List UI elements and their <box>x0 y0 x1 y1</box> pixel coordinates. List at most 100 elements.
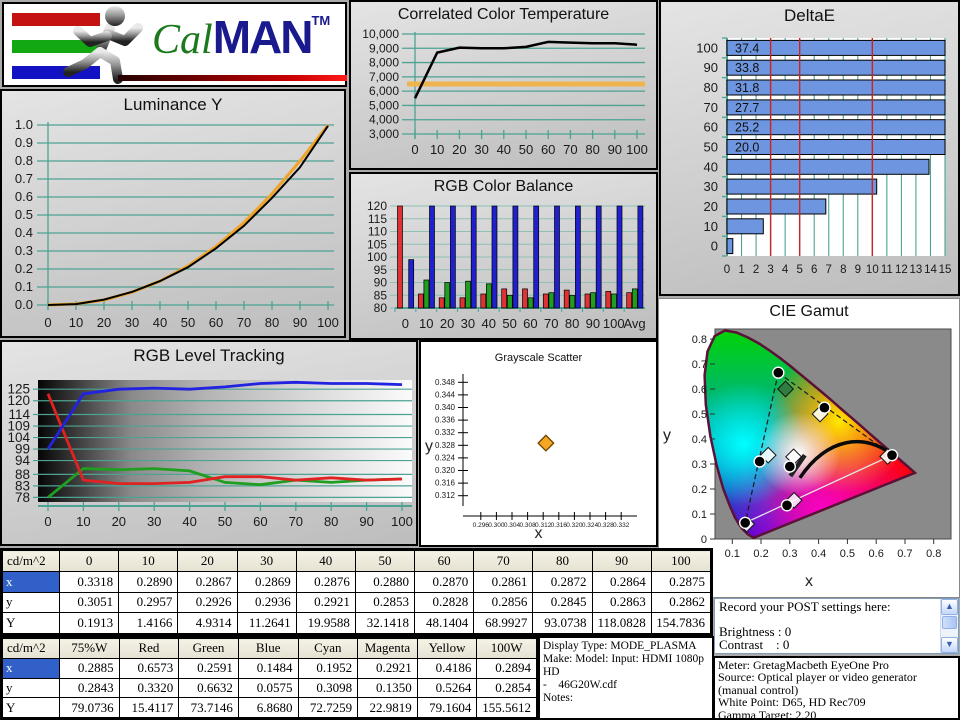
svg-text:80: 80 <box>585 142 599 157</box>
svg-text:90: 90 <box>586 316 600 331</box>
color-measurement-table: cd/m^2 75%W Red Green Blue Cyan Magenta Yellow 1… <box>0 636 539 720</box>
white-measured-point <box>783 460 797 473</box>
table-cell: 6.8680 <box>237 697 299 718</box>
svg-text:20: 20 <box>112 514 126 529</box>
svg-text:10: 10 <box>69 315 83 330</box>
row-label-y[interactable]: y <box>2 677 60 699</box>
table-header-cell: 40 <box>295 550 356 572</box>
table-header-cell: Yellow <box>416 638 478 659</box>
table-cell: 0.2894 <box>476 657 537 679</box>
svg-text:80: 80 <box>374 301 388 315</box>
svg-text:0.7: 0.7 <box>692 359 707 371</box>
post-settings-textarea[interactable]: Record your POST settings here: Brightne… <box>715 599 940 653</box>
grayscale-scatter-panel: Grayscale Scatter 0.312 0.316 0.320 0.324 0.… <box>419 340 658 547</box>
svg-text:125: 125 <box>7 382 30 397</box>
svg-text:0.7: 0.7 <box>897 548 912 560</box>
svg-text:0.336: 0.336 <box>435 416 456 425</box>
svg-text:0.1: 0.1 <box>15 279 33 294</box>
table-row: Y 0.1913 1.4166 4.9314 11.2641 19.9588 32.1418… <box>2 612 712 634</box>
table-cell: 79.1604 <box>416 697 478 718</box>
table-cell: 0.3318 <box>58 570 120 593</box>
svg-text:70: 70 <box>544 316 558 331</box>
row-label-x[interactable]: x <box>2 570 60 593</box>
svg-text:0.3: 0.3 <box>692 459 707 471</box>
svg-text:7: 7 <box>826 264 832 276</box>
table-cell: 79.0736 <box>59 697 120 718</box>
svg-text:100: 100 <box>603 316 625 331</box>
svg-text:120: 120 <box>367 200 387 213</box>
post-settings-box: Record your POST settings here: Brightne… <box>714 598 959 654</box>
table-cell: 0.2880 <box>354 570 416 593</box>
svg-text:94: 94 <box>15 453 31 468</box>
svg-text:90: 90 <box>359 514 373 529</box>
svg-text:40: 40 <box>482 316 496 331</box>
table-header-cell: Red <box>118 638 180 659</box>
svg-text:0: 0 <box>701 534 707 546</box>
svg-text:30: 30 <box>704 179 718 194</box>
scrollbar[interactable]: ▲ ▼ <box>940 599 958 653</box>
svg-text:30: 30 <box>461 316 475 331</box>
chart-title: Luminance Y <box>123 95 223 114</box>
svg-text:0: 0 <box>411 142 418 157</box>
table-row: y 0.2843 0.3320 0.6632 0.0575 0.3098 0.1350 0.5… <box>2 677 537 699</box>
table-header-row: cd/m^2 0 10 20 30 40 50 60 70 80 90 100 <box>2 550 712 572</box>
svg-text:40: 40 <box>497 142 511 157</box>
svg-text:10: 10 <box>704 219 718 234</box>
svg-text:70: 70 <box>563 142 577 157</box>
info-line: - 46G20W.cdf <box>543 679 617 691</box>
table-cell: 0.0575 <box>237 677 299 699</box>
svg-text:8,000: 8,000 <box>369 56 399 70</box>
table-cell: 0.3098 <box>297 677 359 699</box>
scatter-y-axis-label: y <box>425 438 433 455</box>
svg-text:12: 12 <box>895 264 908 276</box>
row-label-x[interactable]: x <box>2 657 60 679</box>
info-line: Display Type: MODE_PLASMA <box>543 640 697 652</box>
table-cell: 0.2845 <box>532 591 593 614</box>
svg-text:60: 60 <box>704 120 718 135</box>
table-header-cell: 80 <box>532 550 593 572</box>
deltae-chart-panel: DeltaE 0 1 2 3 4 5 6 7 8 9 10 11 12 13 14 15 0 10 20 30 40 50… <box>659 0 960 296</box>
svg-text:7,000: 7,000 <box>369 70 399 84</box>
red-bar-icon <box>12 13 100 26</box>
svg-text:0.8: 0.8 <box>15 153 33 168</box>
table-cell: 0.2591 <box>178 657 239 679</box>
svg-text:110: 110 <box>368 225 387 239</box>
table-cell: 0.3051 <box>58 591 120 614</box>
svg-text:27.7: 27.7 <box>735 101 759 115</box>
svg-text:0.7: 0.7 <box>15 171 33 186</box>
svg-text:80: 80 <box>265 315 279 330</box>
svg-text:0.8: 0.8 <box>926 548 941 560</box>
svg-text:0: 0 <box>44 514 51 529</box>
table-cell: 0.2876 <box>295 570 356 593</box>
chart-title: CIE Gamut <box>769 303 849 320</box>
svg-text:10: 10 <box>419 316 433 331</box>
svg-text:0.1: 0.1 <box>725 548 740 560</box>
svg-text:60: 60 <box>541 142 555 157</box>
yellow-measured-point <box>818 401 831 414</box>
table-cell: 0.2843 <box>59 677 120 699</box>
table-header-cell: 10 <box>118 550 179 572</box>
svg-text:60: 60 <box>523 316 537 331</box>
svg-text:9: 9 <box>855 264 861 276</box>
svg-text:104: 104 <box>7 430 30 445</box>
scroll-down-button[interactable]: ▼ <box>941 637 958 653</box>
svg-text:0.0: 0.0 <box>15 297 33 312</box>
table-cell: 4.9314 <box>177 612 238 634</box>
table-cell: 155.5612 <box>476 697 537 718</box>
row-label-Y[interactable]: Y <box>2 697 60 718</box>
svg-text:20: 20 <box>704 199 718 214</box>
chart-title: Correlated Color Temperature <box>397 6 610 23</box>
svg-text:5,000: 5,000 <box>369 98 399 112</box>
svg-text:40: 40 <box>182 514 196 529</box>
row-label-Y[interactable]: Y <box>2 612 60 634</box>
scroll-up-button[interactable]: ▲ <box>941 599 958 615</box>
svg-text:30: 30 <box>474 142 488 157</box>
scrollbar-thumb[interactable] <box>942 616 957 629</box>
table-cell: 0.2936 <box>236 591 297 614</box>
svg-text:100: 100 <box>391 514 413 529</box>
svg-text:100: 100 <box>367 250 387 264</box>
chart-title: RGB Level Tracking <box>133 346 285 365</box>
svg-text:120: 120 <box>7 393 30 408</box>
row-label-y[interactable]: y <box>2 591 60 614</box>
table-header-row: cd/m^2 75%W Red Green Blue Cyan Magenta Yellow 1… <box>2 638 537 659</box>
